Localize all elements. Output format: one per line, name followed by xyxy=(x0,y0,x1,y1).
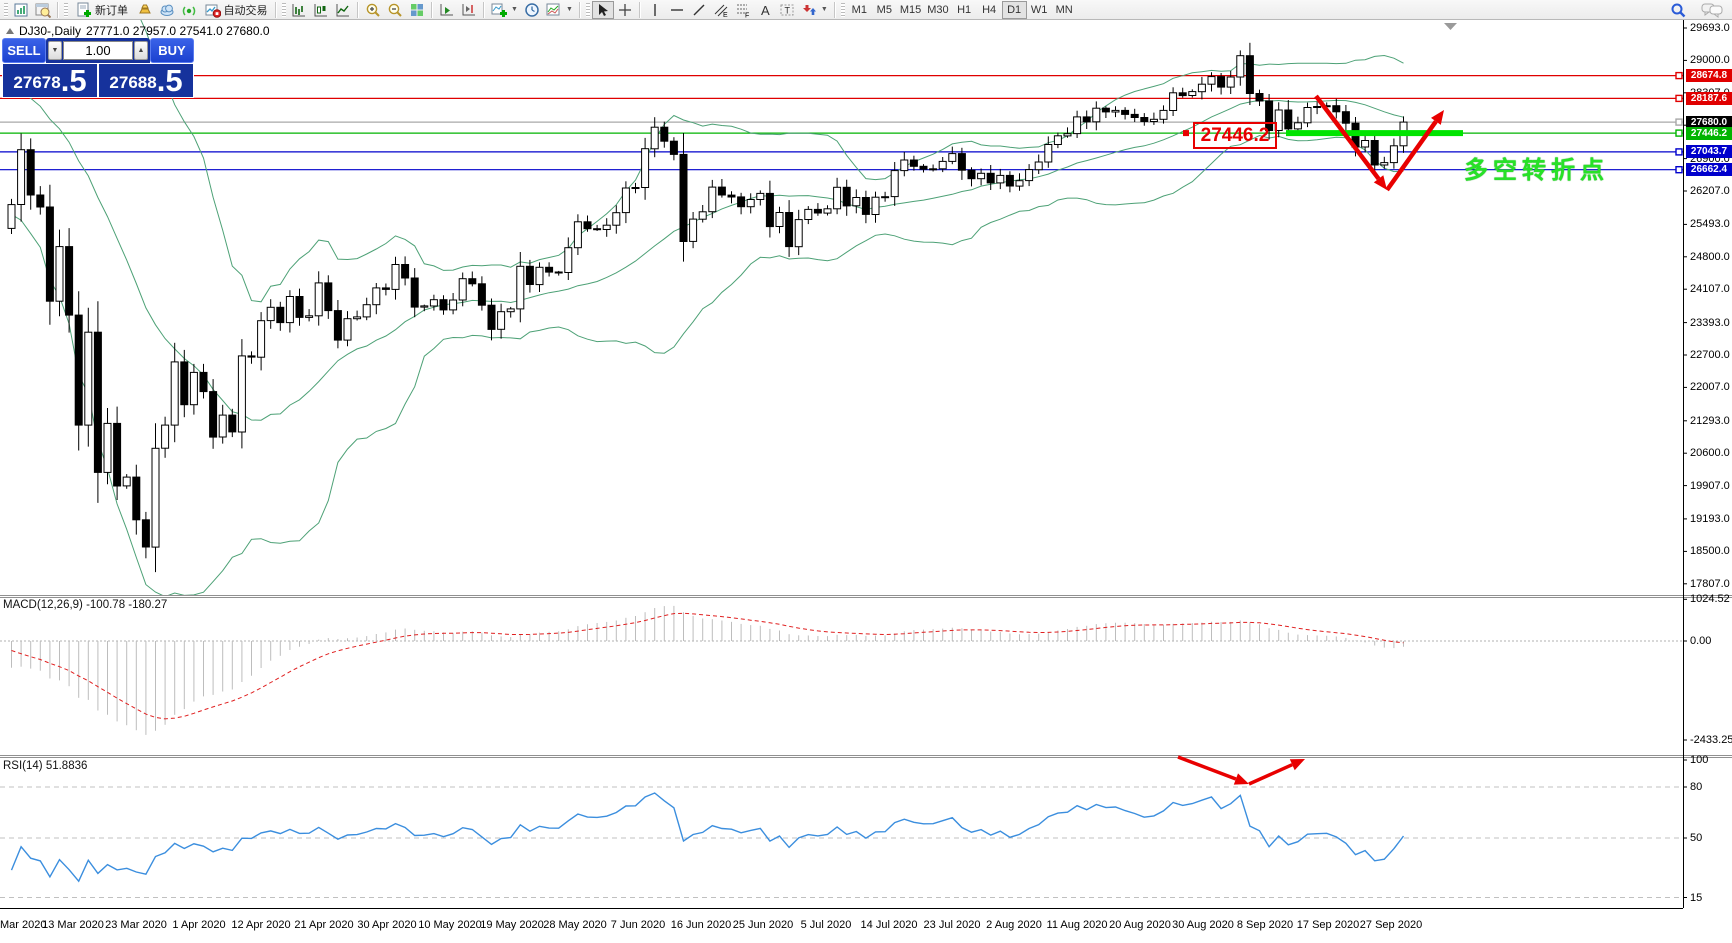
chevron-down-icon: ▼ xyxy=(511,6,518,13)
cursor-button[interactable] xyxy=(591,0,614,19)
toolbar-grip xyxy=(282,2,286,17)
vertical-line-button[interactable] xyxy=(644,1,666,19)
volume-increase-button[interactable]: ▲ xyxy=(134,41,148,60)
timeframe-h1-button[interactable]: H1 xyxy=(952,1,977,19)
timeframe-m15-button[interactable]: M15 xyxy=(897,1,924,19)
timeframe-mn-button[interactable]: MN xyxy=(1052,1,1077,19)
chevron-down-icon: ▼ xyxy=(565,6,573,13)
svg-text:A: A xyxy=(761,3,770,18)
timeframe-m1-button[interactable]: M1 xyxy=(847,1,872,19)
chart-shift-marker-icon xyxy=(1444,23,1457,30)
add-indicator-button[interactable]: ▼ xyxy=(488,1,521,19)
toolbar-grip xyxy=(64,2,68,17)
zoom-out-button[interactable] xyxy=(384,1,406,19)
new-order-button[interactable]: 新订单 xyxy=(70,1,134,19)
text-label-button[interactable]: T xyxy=(776,1,798,19)
sell-button[interactable]: SELL xyxy=(2,38,46,63)
arrows-button[interactable]: ▼ xyxy=(798,1,831,19)
rsi-trend-arrow xyxy=(1248,759,1305,786)
auto-scroll-button[interactable] xyxy=(436,1,458,19)
new-order-label: 新订单 xyxy=(95,4,128,17)
ohlc-values: 27771.0 27957.0 27541.0 27680.0 xyxy=(86,24,270,38)
toolbar-grip xyxy=(585,2,590,17)
support-highlight-bar xyxy=(1286,130,1463,137)
auto-trading-label: 自动交易 xyxy=(223,4,268,17)
candlestick-series xyxy=(7,42,1408,573)
trendline-button[interactable] xyxy=(688,1,710,19)
macd-label: MACD(12,26,9) -100.78 -180.27 xyxy=(3,599,168,611)
chart-title: DJ30-,Daily 27771.0 27957.0 27541.0 2768… xyxy=(6,24,270,38)
one-click-trading-panel: SELL ▼ 1.00 ▲ BUY 27678 .5 27688 .5 xyxy=(2,38,194,98)
trend-arrow xyxy=(1314,94,1387,190)
profiles-button[interactable] xyxy=(32,1,54,19)
buy-price-main: 27688 xyxy=(109,73,157,92)
rsi-line xyxy=(10,792,1405,883)
crosshair-button[interactable] xyxy=(614,1,636,19)
zoom-in-button[interactable] xyxy=(362,1,384,19)
clock-button[interactable] xyxy=(521,1,543,19)
tile-windows-button[interactable] xyxy=(406,1,428,19)
timeframe-h4-button[interactable]: H4 xyxy=(977,1,1002,19)
toolbar-grip xyxy=(4,2,8,17)
rsi-trend-arrow xyxy=(1177,755,1249,785)
template-button[interactable]: ▼ xyxy=(543,1,576,19)
symbol-period-label: DJ30-,Daily xyxy=(19,24,82,38)
line-chart-button[interactable] xyxy=(332,1,354,19)
timeframe-m5-button[interactable]: M5 xyxy=(872,1,897,19)
buy-price-frac: .5 xyxy=(156,63,183,98)
rsi-label: RSI(14) 51.8836 xyxy=(3,760,88,772)
candlestick-chart-button[interactable] xyxy=(310,1,332,19)
turning-point-annotation[interactable]: 多空转折点 xyxy=(1464,157,1609,184)
channel-button[interactable]: E xyxy=(710,1,732,19)
svg-text:E: E xyxy=(723,12,728,18)
gold-button[interactable] xyxy=(134,1,156,19)
horizontal-line-button[interactable] xyxy=(666,1,688,19)
timeframe-d1-button[interactable]: D1 xyxy=(1001,0,1027,19)
buy-button[interactable]: BUY xyxy=(150,38,194,63)
chart-shift-button[interactable] xyxy=(458,1,480,19)
text-button[interactable]: A xyxy=(754,1,776,19)
macd-histogram xyxy=(11,605,1404,735)
bar-chart-button[interactable] xyxy=(288,1,310,19)
sell-price[interactable]: 27678 .5 xyxy=(3,64,99,97)
toolbar-grip xyxy=(840,2,845,17)
signal-button[interactable] xyxy=(178,1,200,19)
toolbar: 新订单 自动交易 ▼ ▼ E F xyxy=(0,0,1732,20)
new-chart-button[interactable] xyxy=(10,1,32,19)
symbol-marker-icon xyxy=(6,28,14,34)
buy-price[interactable]: 27688 .5 xyxy=(99,64,193,97)
timeframe-group: M1 M5 M15 M30 H1 H4 D1 W1 MN xyxy=(847,0,1077,20)
volume-input[interactable]: 1.00 xyxy=(63,41,133,60)
chevron-down-icon: ▼ xyxy=(820,6,828,13)
search-button[interactable] xyxy=(1667,1,1690,19)
sell-price-main: 27678 xyxy=(13,73,61,92)
sell-price-frac: .5 xyxy=(60,63,87,98)
macd-signal-line xyxy=(11,612,1404,720)
svg-text:F: F xyxy=(745,12,749,18)
timeframe-m30-button[interactable]: M30 xyxy=(924,1,951,19)
auto-trading-button[interactable]: 自动交易 xyxy=(200,1,272,19)
fibonacci-button[interactable]: F xyxy=(732,1,754,19)
cloud-button[interactable] xyxy=(156,1,178,19)
timeframe-w1-button[interactable]: W1 xyxy=(1027,1,1052,19)
volume-decrease-button[interactable]: ▼ xyxy=(48,41,62,60)
chat-button[interactable] xyxy=(1698,1,1726,19)
svg-text:T: T xyxy=(784,5,790,15)
trend-arrow xyxy=(1385,110,1444,192)
price-callout-box[interactable]: 27446.2 xyxy=(1193,122,1277,149)
